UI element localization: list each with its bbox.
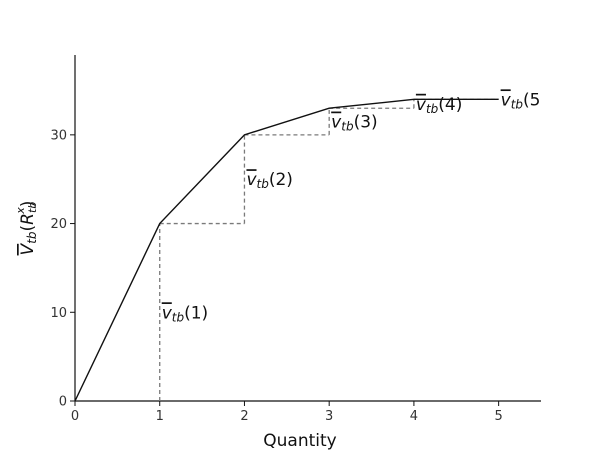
- x-tick-label: 3: [325, 409, 333, 424]
- y-tick-label: 30: [50, 128, 67, 143]
- y-axis-title: Vtb(Rtbx): [14, 201, 39, 256]
- x-tick-label: 5: [494, 409, 502, 424]
- plot-area: 0 1 2 3 4 5 0 10 20 30 vtb(1) vtb(2) vtb(3) vtb(4) vtb…: [50, 55, 541, 424]
- x-tick-label: 4: [410, 409, 418, 424]
- y-tick-label: 0: [59, 395, 67, 410]
- marginal-value-label: vtb(3): [331, 113, 377, 134]
- y-tick-label: 10: [50, 306, 67, 321]
- x-tick-label: 0: [71, 409, 79, 424]
- x-tick-label: 2: [240, 409, 248, 424]
- total-value-line: [74, 98, 499, 402]
- y-axis-title-text: Vtb(Rtbx): [14, 201, 39, 256]
- x-axis-title: Quantity: [263, 431, 336, 450]
- marginal-value-label: vtb(2): [246, 170, 292, 191]
- marginal-value-label: vtb(4): [416, 95, 462, 116]
- marginal-value-label: vtb(1): [162, 303, 208, 324]
- marginal-value-label: vtb(5: [501, 90, 541, 111]
- y-tick-label: 20: [50, 217, 67, 232]
- x-tick-label: 1: [156, 409, 164, 424]
